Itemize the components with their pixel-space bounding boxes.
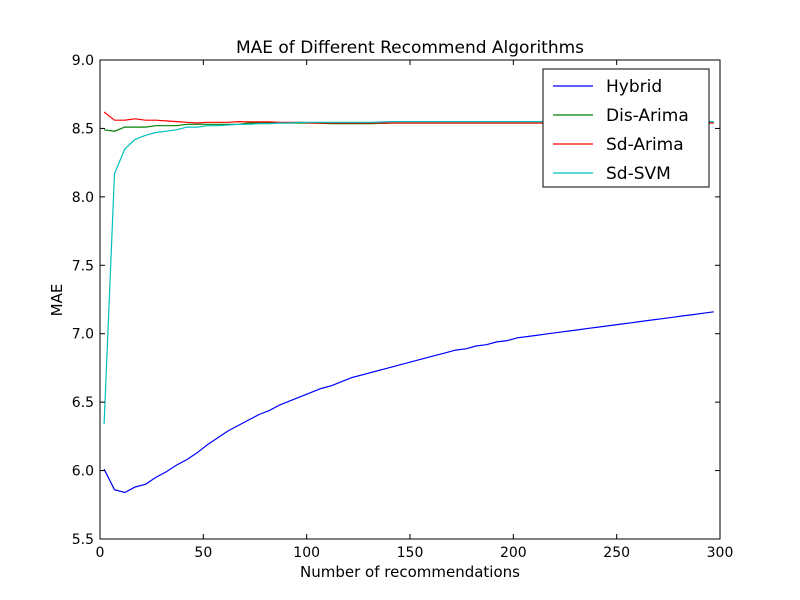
plot-area: 0 50 100 150 200 250 300 5.5 6.0 6.5 7.0 7.5 8.0 8.5… (72, 53, 734, 561)
y-tick-label: 8.0 (72, 190, 94, 206)
y-tick-label: 7.0 (72, 327, 94, 343)
y-tick-label: 6.5 (72, 395, 94, 411)
x-tick-label: 50 (194, 545, 212, 561)
legend-label: Sd-SVM (606, 164, 671, 184)
legend: Hybrid Dis-Arima Sd-Arima Sd-SVM (542, 68, 710, 188)
x-tick-label: 300 (707, 545, 734, 561)
y-tick-label: 9.0 (72, 53, 94, 69)
x-tick-label: 100 (293, 545, 320, 561)
y-axis-label: MAE (48, 284, 66, 317)
x-axis-ticks: 0 50 100 150 200 250 300 (96, 60, 734, 561)
series-line-hybrid (103, 311, 714, 494)
y-axis-ticks: 5.5 6.0 6.5 7.0 7.5 8.0 8.5 9.0 (72, 53, 720, 548)
legend-label: Hybrid (606, 77, 662, 97)
legend-label: Dis-Arima (606, 106, 689, 126)
y-tick-label: 8.5 (72, 121, 94, 137)
y-tick-label: 7.5 (72, 258, 94, 274)
x-tick-label: 200 (500, 545, 527, 561)
x-tick-label: 250 (603, 545, 630, 561)
chart-title: MAE of Different Recommend Algorithms (236, 38, 584, 58)
x-tick-label: 150 (397, 545, 424, 561)
y-tick-label: 6.0 (72, 464, 94, 480)
legend-box (542, 68, 710, 188)
x-tick-label: 0 (96, 545, 105, 561)
x-axis-label: Number of recommendations (300, 563, 520, 581)
y-tick-label: 5.5 (72, 532, 94, 548)
legend-label: Sd-Arima (606, 135, 684, 155)
